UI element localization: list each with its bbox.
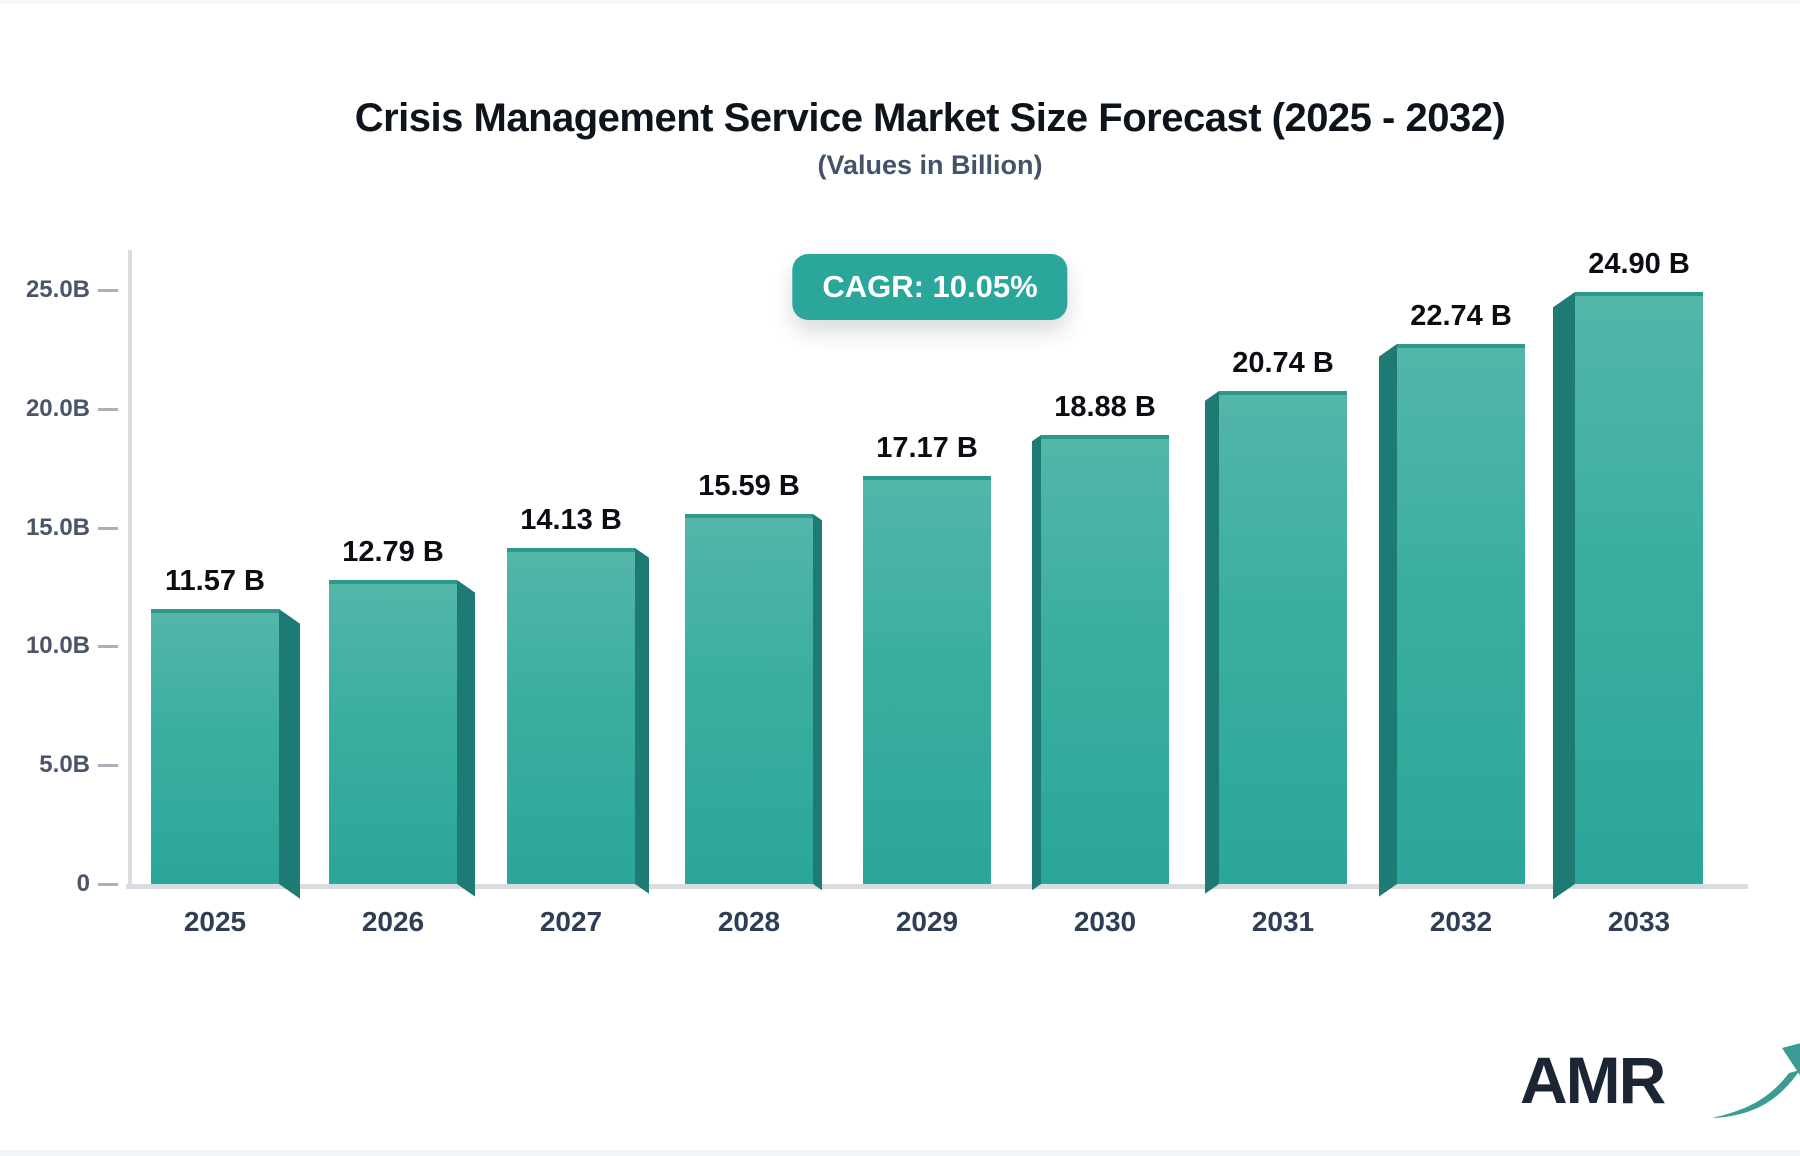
bar-value-label: 17.17 B: [876, 432, 978, 464]
growth-arrow-icon: [1712, 1043, 1800, 1118]
top-edge-strip: [0, 0, 1800, 4]
bar-3d-side: [1032, 435, 1041, 891]
bar: [685, 514, 813, 884]
y-axis-tick-label: 5.0B: [39, 751, 90, 779]
bar-3d-side: [457, 580, 475, 897]
bar-value-label: 12.79 B: [342, 536, 444, 568]
y-axis-tick-label: 15.0B: [25, 513, 90, 541]
y-axis-tick-mark: [98, 289, 118, 292]
cagr-badge: CAGR: 10.05%: [792, 254, 1068, 320]
y-axis-tick-mark: [98, 407, 118, 411]
bar-value-label: 18.88 B: [1054, 391, 1156, 423]
bar-value-label: 11.57 B: [165, 565, 265, 597]
bar-3d-side: [1553, 292, 1575, 900]
x-axis-label: 2026: [361, 906, 425, 937]
bar: [507, 548, 635, 884]
bar: [1575, 292, 1703, 884]
y-axis-tick-label: 10.0B: [25, 632, 90, 660]
y-axis-tick-label: 0: [76, 870, 90, 897]
bar: [151, 609, 279, 884]
x-axis-label: 2033: [1607, 906, 1671, 937]
x-axis-label: 2027: [539, 906, 603, 937]
bar-3d-side: [279, 609, 300, 899]
bar-3d-side: [813, 514, 822, 891]
y-axis-line: [128, 250, 132, 888]
x-axis-baseline: [126, 884, 1748, 889]
amr-logo: AMR: [1520, 1028, 1800, 1128]
bar: [863, 476, 991, 884]
amr-logo-text: AMR: [1520, 1043, 1666, 1117]
bar-3d-side: [1379, 344, 1397, 897]
bottom-edge-strip: [0, 1150, 1800, 1156]
x-axis-label: 2029: [895, 906, 959, 937]
bar-value-label: 15.59 B: [698, 470, 800, 502]
bar: [329, 580, 457, 884]
y-axis-tick-mark: [98, 526, 118, 530]
bar-value-label: 22.74 B: [1410, 300, 1512, 332]
bar: [1219, 391, 1347, 884]
y-axis-tick-mark: [98, 645, 118, 649]
x-axis-label: 2028: [717, 906, 781, 937]
x-axis-label: 2032: [1429, 906, 1493, 937]
bar-value-label: 14.13 B: [520, 504, 622, 536]
bar: [1397, 344, 1525, 884]
bar-3d-side: [635, 548, 649, 894]
x-axis-label: 2025: [183, 906, 247, 937]
y-axis-tick-mark: [98, 764, 118, 768]
chart-title: Crisis Management Service Market Size Fo…: [354, 96, 1506, 140]
y-axis-tick-label: 20.0B: [25, 394, 90, 422]
chart-subtitle: (Values in Billion): [817, 150, 1043, 180]
bar-3d-side: [1205, 391, 1219, 894]
y-axis-tick-label: 25.0B: [25, 276, 90, 303]
y-axis-tick-mark: [98, 883, 118, 886]
x-axis-label: 2030: [1073, 906, 1137, 937]
bar-value-label: 24.90 B: [1588, 248, 1690, 280]
bar-value-label: 20.74 B: [1232, 347, 1334, 379]
x-axis-label: 2031: [1251, 906, 1315, 937]
bar: [1041, 435, 1169, 884]
